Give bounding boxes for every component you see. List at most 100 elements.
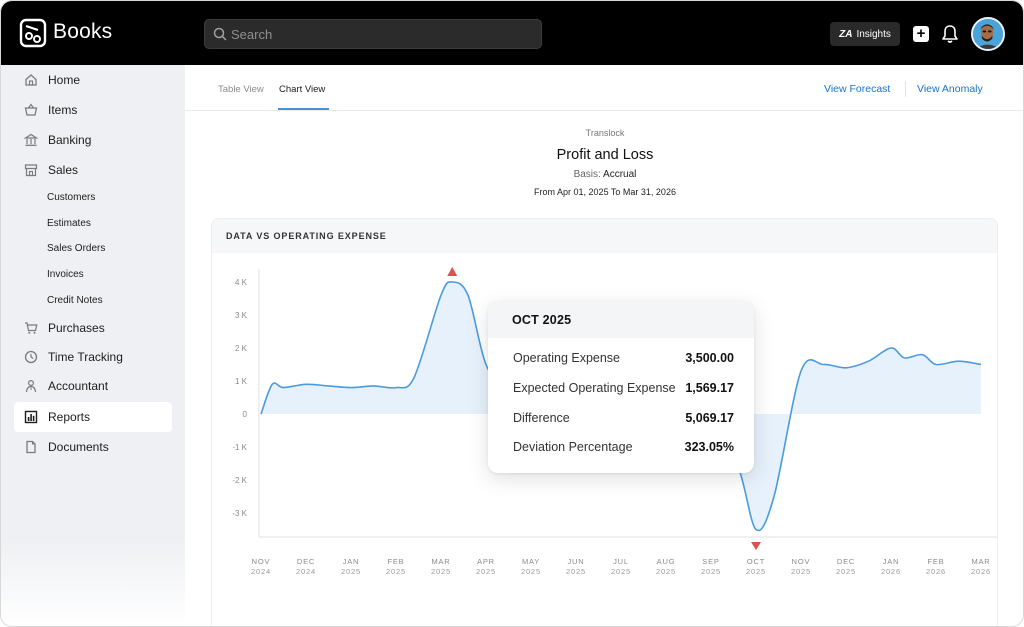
tooltip-label: Deviation Percentage — [513, 440, 633, 454]
sidebar-item-reports[interactable]: Reports — [14, 402, 172, 432]
x-tick-year: 2025 — [836, 567, 856, 576]
new-item-icon[interactable]: + — [913, 26, 929, 42]
series-area — [261, 281, 981, 531]
tooltip-value: 1,569.17 — [685, 381, 734, 395]
insights-button[interactable]: ZA Insights — [830, 22, 900, 46]
sidebar-item-time-tracking[interactable]: Time Tracking — [14, 342, 172, 372]
y-tick-label: 0 — [243, 410, 248, 419]
sidebar-item-label: Items — [48, 103, 78, 117]
cart-icon — [24, 321, 38, 335]
chart-title: DATA VS OPERATING EXPENSE — [226, 231, 387, 241]
basket-icon — [24, 103, 38, 117]
books-logo-icon[interactable] — [19, 18, 47, 48]
avatar-portrait-icon — [973, 19, 1003, 49]
link-divider — [905, 81, 906, 97]
notification-bell-icon[interactable] — [941, 24, 959, 44]
x-tick-month: SEP — [702, 557, 719, 566]
tooltip-row-operating-expense: Operating Expense 3,500.00 — [513, 351, 734, 365]
home-icon — [24, 73, 38, 87]
sidebar-item-label: Documents — [48, 440, 109, 454]
view-tabs: Table View Chart View View Forecast View… — [185, 65, 1023, 111]
app-name: Books — [53, 20, 113, 43]
x-tick-year: 2024 — [251, 567, 271, 576]
x-tick-month: JAN — [343, 557, 360, 566]
x-tick-month: JAN — [883, 557, 900, 566]
x-tick-month: MAY — [522, 557, 540, 566]
chart-card-header: DATA VS OPERATING EXPENSE — [212, 219, 997, 253]
x-tick-month: MAR — [971, 557, 990, 566]
store-icon — [24, 163, 38, 177]
x-tick-year: 2024 — [296, 567, 316, 576]
sidebar-item-accountant[interactable]: Accountant — [14, 371, 172, 401]
x-tick-month: FEB — [388, 557, 405, 566]
tooltip-row-deviation-percentage: Deviation Percentage 323.05% — [513, 440, 734, 454]
sidebar-subitem-customers[interactable]: Customers — [47, 192, 96, 203]
insights-icon: ZA — [839, 28, 853, 40]
sidebar-item-banking[interactable]: Banking — [14, 125, 172, 155]
x-tick-month: NOV — [792, 557, 811, 566]
x-tick-year: 2025 — [656, 567, 676, 576]
active-tab-indicator — [278, 108, 329, 110]
y-tick-label: 2 K — [235, 344, 248, 353]
search-box[interactable] — [204, 19, 542, 49]
x-tick-year: 2025 — [746, 567, 766, 576]
sidebar-item-label: Accountant — [48, 379, 109, 393]
x-tick-year: 2025 — [341, 567, 361, 576]
y-tick-label: 3 K — [235, 311, 248, 320]
person-icon — [24, 379, 38, 393]
sidebar-item-home[interactable]: Home — [14, 65, 172, 95]
organization-name: Translock — [585, 128, 625, 138]
sidebar-item-label: Time Tracking — [48, 350, 123, 364]
sidebar: Home Items Banking Sales Customers Estim… — [1, 65, 185, 626]
x-tick-year: 2026 — [881, 567, 901, 576]
clock-icon — [24, 350, 38, 364]
tab-table-view[interactable]: Table View — [218, 84, 264, 95]
x-tick-month: JUL — [613, 557, 629, 566]
report-basis: Basis: Accrual — [185, 169, 1023, 180]
view-anomaly-link[interactable]: View Anomaly — [917, 83, 983, 95]
tab-chart-view[interactable]: Chart View — [279, 84, 326, 95]
sidebar-item-documents[interactable]: Documents — [14, 432, 172, 462]
x-tick-year: 2025 — [476, 567, 496, 576]
tooltip-header: OCT 2025 — [488, 301, 754, 338]
sidebar-item-sales[interactable]: Sales — [14, 155, 172, 185]
x-tick-month: DEC — [837, 557, 855, 566]
x-tick-year: 2026 — [971, 567, 991, 576]
basis-value: Accrual — [603, 169, 637, 180]
sidebar-item-purchases[interactable]: Purchases — [14, 313, 172, 343]
x-tick-year: 2025 — [386, 567, 406, 576]
x-tick-year: 2025 — [431, 567, 451, 576]
view-forecast-link[interactable]: View Forecast — [824, 83, 891, 95]
sidebar-item-items[interactable]: Items — [14, 95, 172, 125]
x-tick-year: 2025 — [521, 567, 541, 576]
sidebar-subitem-invoices[interactable]: Invoices — [47, 269, 84, 280]
sidebar-subitem-credit-notes[interactable]: Credit Notes — [47, 295, 103, 306]
tooltip-value: 323.05% — [684, 440, 734, 454]
search-input[interactable] — [231, 24, 531, 44]
insights-label: Insights — [856, 28, 891, 40]
sidebar-item-label: Sales — [48, 163, 79, 177]
x-tick-month: APR — [477, 557, 495, 566]
y-tick-label: 4 K — [235, 278, 248, 287]
sidebar-item-label: Reports — [48, 410, 91, 424]
sidebar-subitem-sales-orders[interactable]: Sales Orders — [47, 243, 106, 254]
bank-icon — [24, 133, 38, 147]
tooltip-value: 3,500.00 — [685, 351, 734, 365]
y-tick-label: -2 K — [232, 476, 247, 485]
sidebar-item-label: Banking — [48, 133, 92, 147]
x-tick-year: 2026 — [926, 567, 946, 576]
search-icon — [213, 27, 227, 41]
x-tick-month: DEC — [297, 557, 315, 566]
top-bar: Books ZA Insights + — [1, 1, 1023, 65]
user-avatar[interactable] — [971, 17, 1005, 51]
x-tick-month: JUN — [568, 557, 585, 566]
sidebar-subitem-estimates[interactable]: Estimates — [47, 218, 91, 229]
x-tick-month: MAR — [431, 557, 450, 566]
x-tick-month: AUG — [657, 557, 676, 566]
x-tick-year: 2025 — [701, 567, 721, 576]
tooltip-title: OCT 2025 — [512, 313, 572, 327]
anomaly-up-marker — [447, 267, 458, 276]
sidebar-item-label: Purchases — [48, 321, 105, 335]
chart-tooltip: OCT 2025 Operating Expense 3,500.00 Expe… — [488, 301, 754, 473]
